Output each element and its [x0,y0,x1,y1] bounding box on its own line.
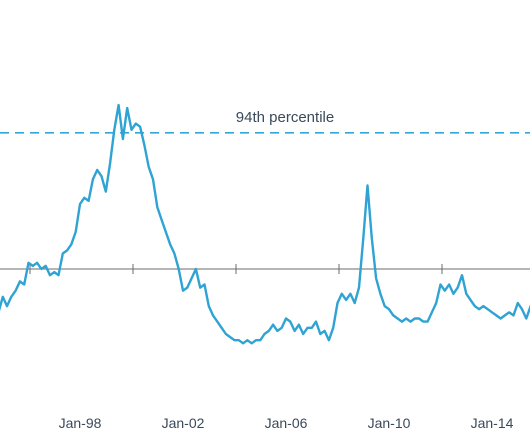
reference-line-group [0,132,530,270]
series-line-0 [0,103,530,345]
series-group [0,103,530,345]
annotation-94th-percentile: 94th percentile [236,109,334,126]
x-tick-label: Jan-98 [59,415,102,431]
x-tick-label: Jan-06 [265,415,308,431]
x-tick-label: Jan-14 [471,415,514,431]
x-tick-label: Jan-02 [162,415,205,431]
x-axis: Jan-98 Jan-02 Jan-06 Jan-10 Jan-14 [59,415,514,431]
x-tick-label: Jan-10 [368,415,411,431]
